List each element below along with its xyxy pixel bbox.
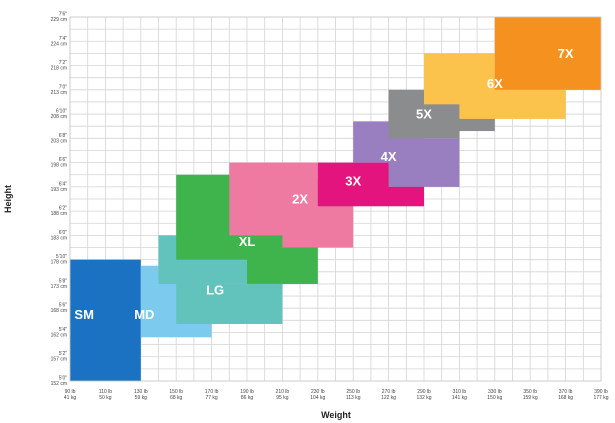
y-tick-label: 178 cm [51,260,67,266]
y-tick-label: 6'10" [56,109,67,115]
x-tick-label: 150 lb [169,389,183,395]
x-tick-label: 150 kg [487,395,502,401]
y-tick-label: 198 cm [51,163,67,169]
y-axis-label: Height [3,185,13,213]
size-label-5x: 5X [416,107,432,122]
x-tick-label: 210 lb [276,389,290,395]
y-tick-label: 162 cm [51,332,67,338]
x-tick-label: 290 lb [417,389,431,395]
y-tick-label: 229 cm [51,17,67,23]
x-tick-label: 95 kg [276,395,288,401]
x-tick-label: 104 kg [310,395,325,401]
y-tick-label: 224 cm [51,41,67,47]
y-tick-label: 7'6" [59,12,68,18]
y-tick-label: 6'2" [59,206,68,212]
x-axis-label: Weight [321,410,351,420]
x-tick-label: 68 kg [170,395,182,401]
y-tick-label: 168 cm [51,308,67,314]
y-tick-label: 152 cm [51,381,67,387]
size-label-lg: LG [206,283,224,298]
y-tick-label: 218 cm [51,66,67,72]
x-tick-label: 310 lb [453,389,467,395]
y-tick-label: 7'2" [59,60,68,66]
x-tick-label: 41 kg [64,395,76,401]
size-label-4x: 4X [381,149,397,164]
y-tick-label: 5'10" [56,254,67,260]
y-tick-label: 6'4" [59,181,68,187]
x-tick-label: 77 kg [205,395,217,401]
y-tick-label: 157 cm [51,357,67,363]
y-tick-label: 5'2" [59,351,68,357]
size-label-md: MD [134,307,154,322]
y-tick-label: 5'4" [59,327,68,333]
size-label-6x: 6X [487,76,503,91]
x-tick-label: 50 kg [99,395,111,401]
y-tick-label: 7'4" [59,36,68,42]
x-tick-label: 370 lb [559,389,573,395]
size-label-3x: 3X [345,173,361,188]
x-tick-label: 110 lb [99,389,112,395]
x-tick-label: 330 lb [488,389,502,395]
y-tick-label: 183 cm [51,235,67,241]
y-tick-label: 6'0" [59,230,68,236]
x-tick-label: 177 kg [593,395,608,401]
size-block-lg [176,283,283,324]
size-block-7x [494,17,601,90]
x-tick-label: 86 kg [241,395,253,401]
y-tick-label: 5'0" [59,376,68,382]
x-tick-label: 170 lb [205,389,219,395]
x-tick-label: 132 kg [416,395,431,401]
size-label-sm: SM [74,307,94,322]
x-tick-label: 190 lb [240,389,254,395]
y-tick-label: 5'6" [59,303,68,309]
y-tick-label: 208 cm [51,114,67,120]
y-tick-label: 188 cm [51,211,67,217]
x-tick-label: 350 lb [523,389,537,395]
y-tick-label: 5'8" [59,278,68,284]
y-tick-label: 203 cm [51,138,67,144]
y-tick-label: 173 cm [51,284,67,290]
x-tick-label: 270 lb [382,389,396,395]
size-label-xl: XL [239,234,256,249]
x-tick-label: 122 kg [381,395,396,401]
y-tick-label: 7'0" [59,84,68,90]
y-tick-label: 213 cm [51,90,67,96]
x-tick-label: 113 kg [346,395,361,401]
y-tick-label: 193 cm [51,187,67,193]
x-tick-label: 230 lb [311,389,325,395]
y-tick-label: 6'6" [59,157,68,163]
size-labels: SM MD LG XL 2X 3X 4X 5X 6X 7X [74,46,573,322]
y-tick-labels: 5'0"152 cm 5'2"157 cm 5'4"162 cm 5'6"168 cm… [51,12,68,388]
x-tick-label: 59 kg [135,395,147,401]
plot-frame [69,16,602,382]
x-tick-label: 130 lb [134,389,148,395]
x-tick-label: 141 kg [452,395,467,401]
size-label-7x: 7X [558,46,574,61]
size-label-2x: 2X [292,192,308,207]
x-tick-label: 250 lb [346,389,360,395]
x-tick-label: 159 kg [523,395,538,401]
x-tick-label: 90 lb [65,389,76,395]
size-blocks [70,17,601,381]
y-tick-label: 6'8" [59,133,68,139]
x-tick-label: 390 lb [594,389,608,395]
size-block-sm [70,259,141,381]
x-tick-label: 168 kg [558,395,573,401]
size-block-4x [388,138,460,187]
